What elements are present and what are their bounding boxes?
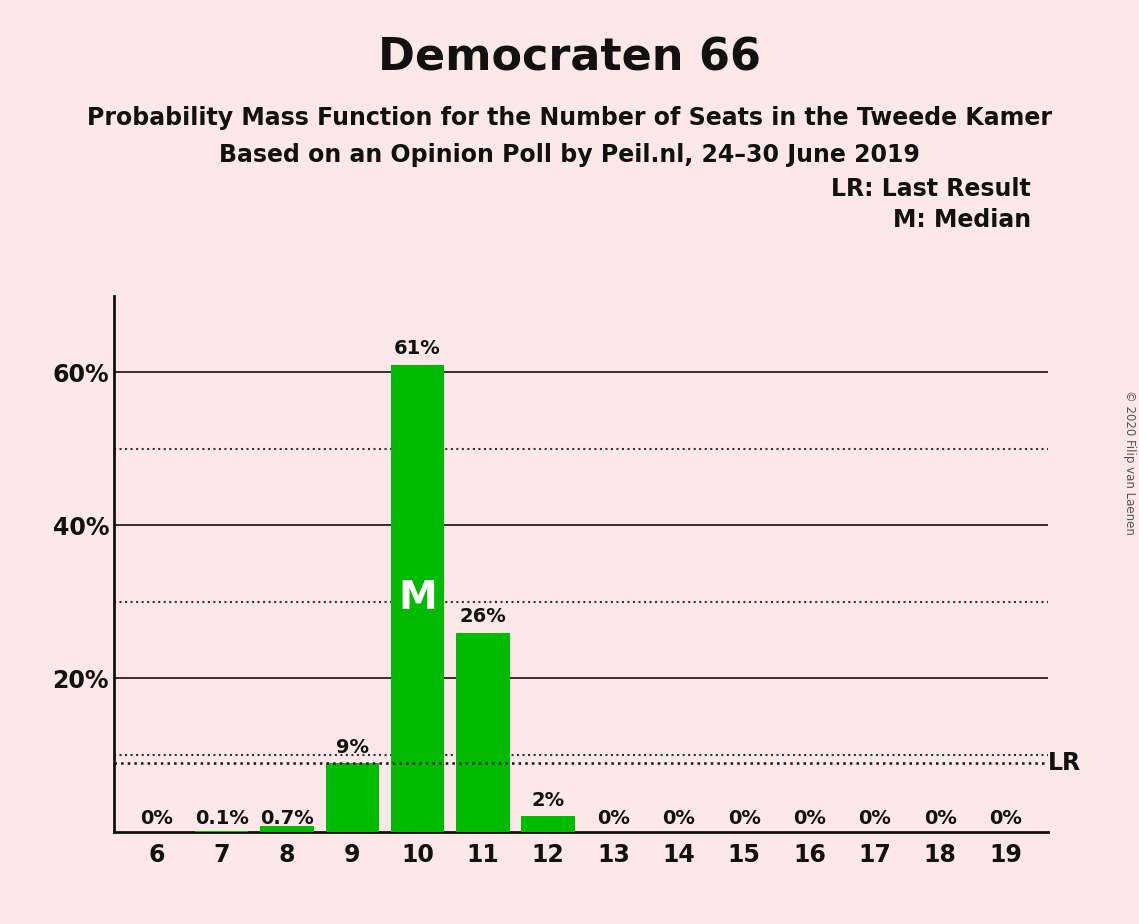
Bar <box>326 762 379 832</box>
Text: LR: Last Result: LR: Last Result <box>831 177 1031 201</box>
Text: 0.7%: 0.7% <box>260 808 314 828</box>
Text: 0.1%: 0.1% <box>195 808 248 828</box>
Text: LR: LR <box>1048 750 1081 774</box>
Text: 0%: 0% <box>728 808 761 828</box>
Text: 26%: 26% <box>459 607 507 626</box>
Text: Democraten 66: Democraten 66 <box>378 37 761 80</box>
Bar <box>456 633 509 832</box>
Text: 0%: 0% <box>663 808 695 828</box>
Text: 0%: 0% <box>140 808 173 828</box>
Text: M: M <box>399 579 437 617</box>
Text: © 2020 Filip van Laenen: © 2020 Filip van Laenen <box>1123 390 1137 534</box>
Text: 0%: 0% <box>924 808 957 828</box>
Text: M: Median: M: Median <box>893 208 1031 232</box>
Text: 61%: 61% <box>394 339 441 359</box>
Bar <box>391 365 444 832</box>
Bar <box>260 826 313 832</box>
Bar <box>522 816 575 832</box>
Text: 9%: 9% <box>336 737 369 757</box>
Text: 0%: 0% <box>597 808 630 828</box>
Text: 0%: 0% <box>859 808 891 828</box>
Text: 0%: 0% <box>793 808 826 828</box>
Text: Based on an Opinion Poll by Peil.nl, 24–30 June 2019: Based on an Opinion Poll by Peil.nl, 24–… <box>219 143 920 167</box>
Text: Probability Mass Function for the Number of Seats in the Tweede Kamer: Probability Mass Function for the Number… <box>87 106 1052 130</box>
Text: 0%: 0% <box>989 808 1022 828</box>
Text: 2%: 2% <box>532 791 565 810</box>
